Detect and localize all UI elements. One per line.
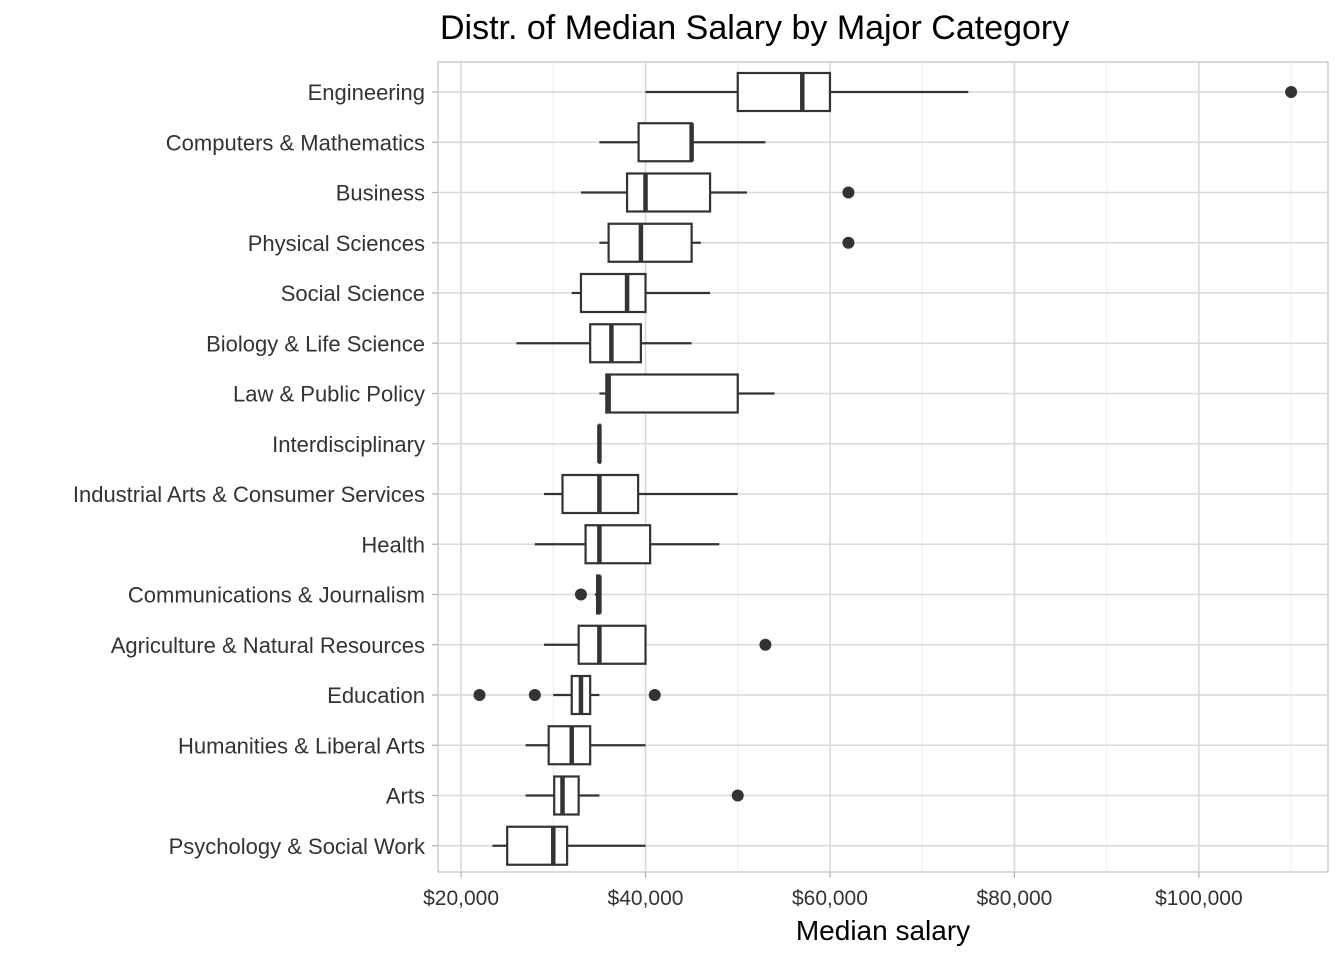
- category-label: Physical Sciences: [248, 231, 425, 256]
- x-tick-label: $20,000: [423, 887, 499, 910]
- box-group: [580, 172, 855, 213]
- box-iqr: [736, 71, 832, 113]
- box-iqr: [579, 272, 647, 314]
- outlier-point: [1285, 86, 1298, 98]
- outlier-point: [842, 236, 855, 249]
- outlier-point: [473, 689, 486, 701]
- box-group: [645, 71, 1298, 113]
- outlier-point: [731, 789, 744, 802]
- box-group: [599, 122, 766, 163]
- box-group: [525, 725, 646, 766]
- category-label: Business: [336, 181, 425, 206]
- box-group: [599, 373, 775, 414]
- box-iqr: [637, 122, 693, 163]
- category-label: Interdisciplinary: [272, 432, 425, 457]
- box-layer: [473, 71, 1298, 866]
- box-group: [534, 524, 720, 565]
- category-label: Law & Public Policy: [233, 382, 425, 407]
- category-label: Industrial Arts & Consumer Services: [73, 482, 425, 507]
- box-group: [544, 624, 772, 665]
- outlier-point: [648, 689, 661, 701]
- category-label: Agriculture & Natural Resources: [111, 633, 425, 658]
- category-label: Biology & Life Science: [206, 331, 425, 356]
- x-tick-label: $80,000: [976, 887, 1052, 910]
- box-iqr: [605, 373, 739, 414]
- outlier-point: [759, 638, 772, 651]
- x-axis-ticks: $20,000 $40,000 $60,000 $80,000 $100,000: [423, 872, 1243, 910]
- category-label: Psychology & Social Work: [169, 834, 426, 859]
- box-group: [516, 323, 692, 364]
- outlier-point: [842, 186, 855, 199]
- category-label: Arts: [386, 784, 425, 809]
- outlier-point: [528, 689, 541, 701]
- box-iqr: [584, 524, 652, 565]
- category-label: Engineering: [308, 80, 425, 105]
- box-iqr: [547, 725, 592, 766]
- x-tick-label: $40,000: [608, 887, 684, 910]
- box-iqr: [577, 624, 647, 665]
- category-label: Health: [361, 532, 425, 557]
- outlier-point: [574, 588, 587, 601]
- category-label: Humanities & Liberal Arts: [178, 733, 425, 758]
- box-iqr: [607, 222, 693, 263]
- box-iqr: [553, 775, 580, 816]
- x-tick-label: $60,000: [792, 887, 868, 910]
- box-iqr: [625, 172, 712, 213]
- box-group: [492, 825, 646, 866]
- box-group: [525, 775, 744, 816]
- x-tick-label: $100,000: [1155, 887, 1243, 910]
- box-group: [574, 574, 602, 615]
- box-group: [473, 674, 661, 716]
- category-label: Social Science: [281, 281, 425, 306]
- box-group: [597, 423, 602, 464]
- box-group: [544, 473, 738, 515]
- box-group: [571, 272, 711, 314]
- category-label: Communications & Journalism: [128, 583, 425, 608]
- box-iqr: [506, 825, 569, 866]
- category-labels: Engineering Computers & Mathematics Busine…: [73, 80, 438, 859]
- chart-title: Distr. of Median Salary by Major Categor…: [440, 9, 1069, 47]
- x-axis-title: Median salary: [796, 915, 970, 946]
- category-label: Education: [327, 683, 425, 708]
- category-label: Computers & Mathematics: [166, 130, 425, 155]
- box-group: [599, 222, 855, 263]
- box-iqr: [589, 323, 643, 364]
